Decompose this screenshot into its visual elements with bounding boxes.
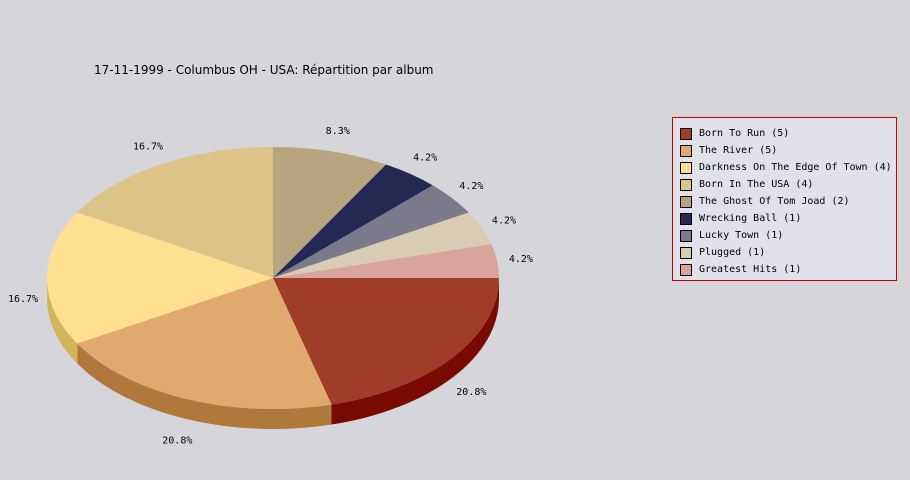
- legend-swatch: [680, 161, 692, 174]
- pie-slice: [273, 278, 499, 405]
- slice-percent-label: 4.2%: [509, 254, 533, 265]
- slice-percent-label: 16.7%: [8, 294, 38, 305]
- legend-swatch: [680, 127, 692, 140]
- legend-swatch: [680, 178, 692, 191]
- legend-label: The Ghost Of Tom Joad (2): [699, 196, 850, 207]
- legend-swatch: [680, 229, 692, 242]
- legend-item: The River (5): [673, 142, 896, 159]
- legend-swatch: [680, 246, 692, 259]
- pie-slice: [273, 212, 492, 278]
- legend-item: Greatest Hits (1): [673, 261, 896, 278]
- legend-item: Darkness On The Edge Of Town (4): [673, 159, 896, 176]
- slice-percent-label: 16.7%: [133, 141, 163, 152]
- slice-percent-label: 20.8%: [456, 387, 486, 398]
- legend-item: Lucky Town (1): [673, 227, 896, 244]
- chart-legend: Born To Run (5) The River (5) Darkness On …: [672, 117, 897, 281]
- legend-label: Wrecking Ball (1): [699, 213, 802, 224]
- legend-label: Darkness On The Edge Of Town (4): [699, 162, 892, 173]
- legend-item: Born In The USA (4): [673, 176, 896, 193]
- legend-label: Plugged (1): [699, 247, 766, 258]
- legend-item: Plugged (1): [673, 244, 896, 261]
- pie-slice: [273, 147, 386, 278]
- legend-swatch: [680, 212, 692, 225]
- legend-label: Greatest Hits (1): [699, 264, 802, 275]
- slice-percent-label: 8.3%: [326, 126, 350, 137]
- slice-percent-label: 4.2%: [413, 153, 437, 164]
- legend-item: Wrecking Ball (1): [673, 210, 896, 227]
- legend-label: Born In The USA (4): [699, 179, 814, 190]
- pie-slice: [47, 212, 274, 344]
- legend-label: Born To Run (5): [699, 128, 790, 139]
- pie-slice-side: [77, 343, 332, 429]
- pie-slice: [273, 185, 469, 278]
- slice-percent-label: 4.2%: [459, 181, 483, 192]
- pie-slice: [273, 244, 499, 278]
- legend-item: Born To Run (5): [673, 125, 896, 142]
- legend-label: Lucky Town (1): [699, 230, 784, 241]
- slice-percent-label: 4.2%: [492, 215, 516, 226]
- legend-swatch: [680, 195, 692, 208]
- pie-slice-side: [331, 278, 499, 425]
- legend-swatch: [680, 263, 692, 276]
- legend-item: The Ghost Of Tom Joad (2): [673, 193, 896, 210]
- legend-swatch: [680, 144, 692, 157]
- pie-slice: [77, 278, 332, 409]
- slice-percent-label: 20.8%: [162, 435, 192, 446]
- legend-label: The River (5): [699, 145, 778, 156]
- pie-slice: [77, 147, 273, 278]
- pie-slice-side: [47, 278, 78, 364]
- pie-slice: [273, 164, 433, 278]
- chart-title: 17-11-1999 - Columbus OH - USA: Répartit…: [94, 63, 434, 77]
